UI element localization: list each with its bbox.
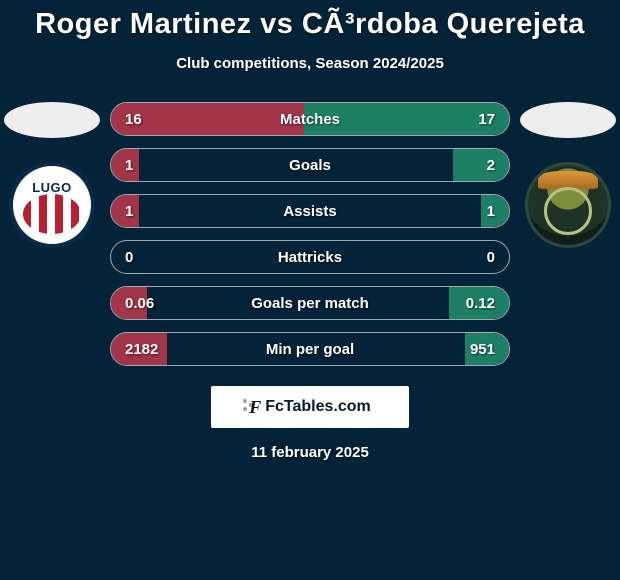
stat-label: Hattricks bbox=[111, 249, 509, 266]
stat-row: 16Matches17 bbox=[110, 102, 510, 136]
date-label: 11 february 2025 bbox=[0, 444, 620, 461]
stat-value-right: 0.12 bbox=[466, 295, 495, 312]
stat-row: 2182Min per goal951 bbox=[110, 332, 510, 366]
footer-attribution: F FcTables.com bbox=[211, 386, 409, 428]
stat-row: 0Hattricks0 bbox=[110, 240, 510, 274]
left-player-column bbox=[2, 102, 102, 248]
stat-row: 1Assists1 bbox=[110, 194, 510, 228]
stat-label: Min per goal bbox=[111, 341, 509, 358]
stats-panel: 16Matches171Goals21Assists10Hattricks00.… bbox=[110, 102, 510, 366]
right-club-badge bbox=[525, 162, 611, 248]
stat-value-right: 0 bbox=[487, 249, 495, 266]
stat-label: Goals bbox=[111, 157, 509, 174]
stat-row: 1Goals2 bbox=[110, 148, 510, 182]
footer-text: FcTables.com bbox=[265, 398, 371, 416]
comparison-layout: 16Matches171Goals21Assists10Hattricks00.… bbox=[0, 102, 620, 366]
stat-value-right: 2 bbox=[487, 157, 495, 174]
stat-value-right: 17 bbox=[478, 111, 495, 128]
stat-label: Matches bbox=[111, 111, 509, 128]
left-club-badge bbox=[9, 162, 95, 248]
stat-value-right: 951 bbox=[470, 341, 495, 358]
stat-row: 0.06Goals per match0.12 bbox=[110, 286, 510, 320]
stat-value-right: 1 bbox=[487, 203, 495, 220]
page-title: Roger Martinez vs CÃ³rdoba Querejeta bbox=[0, 8, 620, 41]
fctables-icon: F bbox=[249, 397, 261, 418]
left-country-flag bbox=[4, 102, 100, 138]
subtitle: Club competitions, Season 2024/2025 bbox=[0, 55, 620, 72]
right-player-column bbox=[518, 102, 618, 248]
right-country-flag bbox=[520, 102, 616, 138]
stat-label: Goals per match bbox=[111, 295, 509, 312]
stat-label: Assists bbox=[111, 203, 509, 220]
